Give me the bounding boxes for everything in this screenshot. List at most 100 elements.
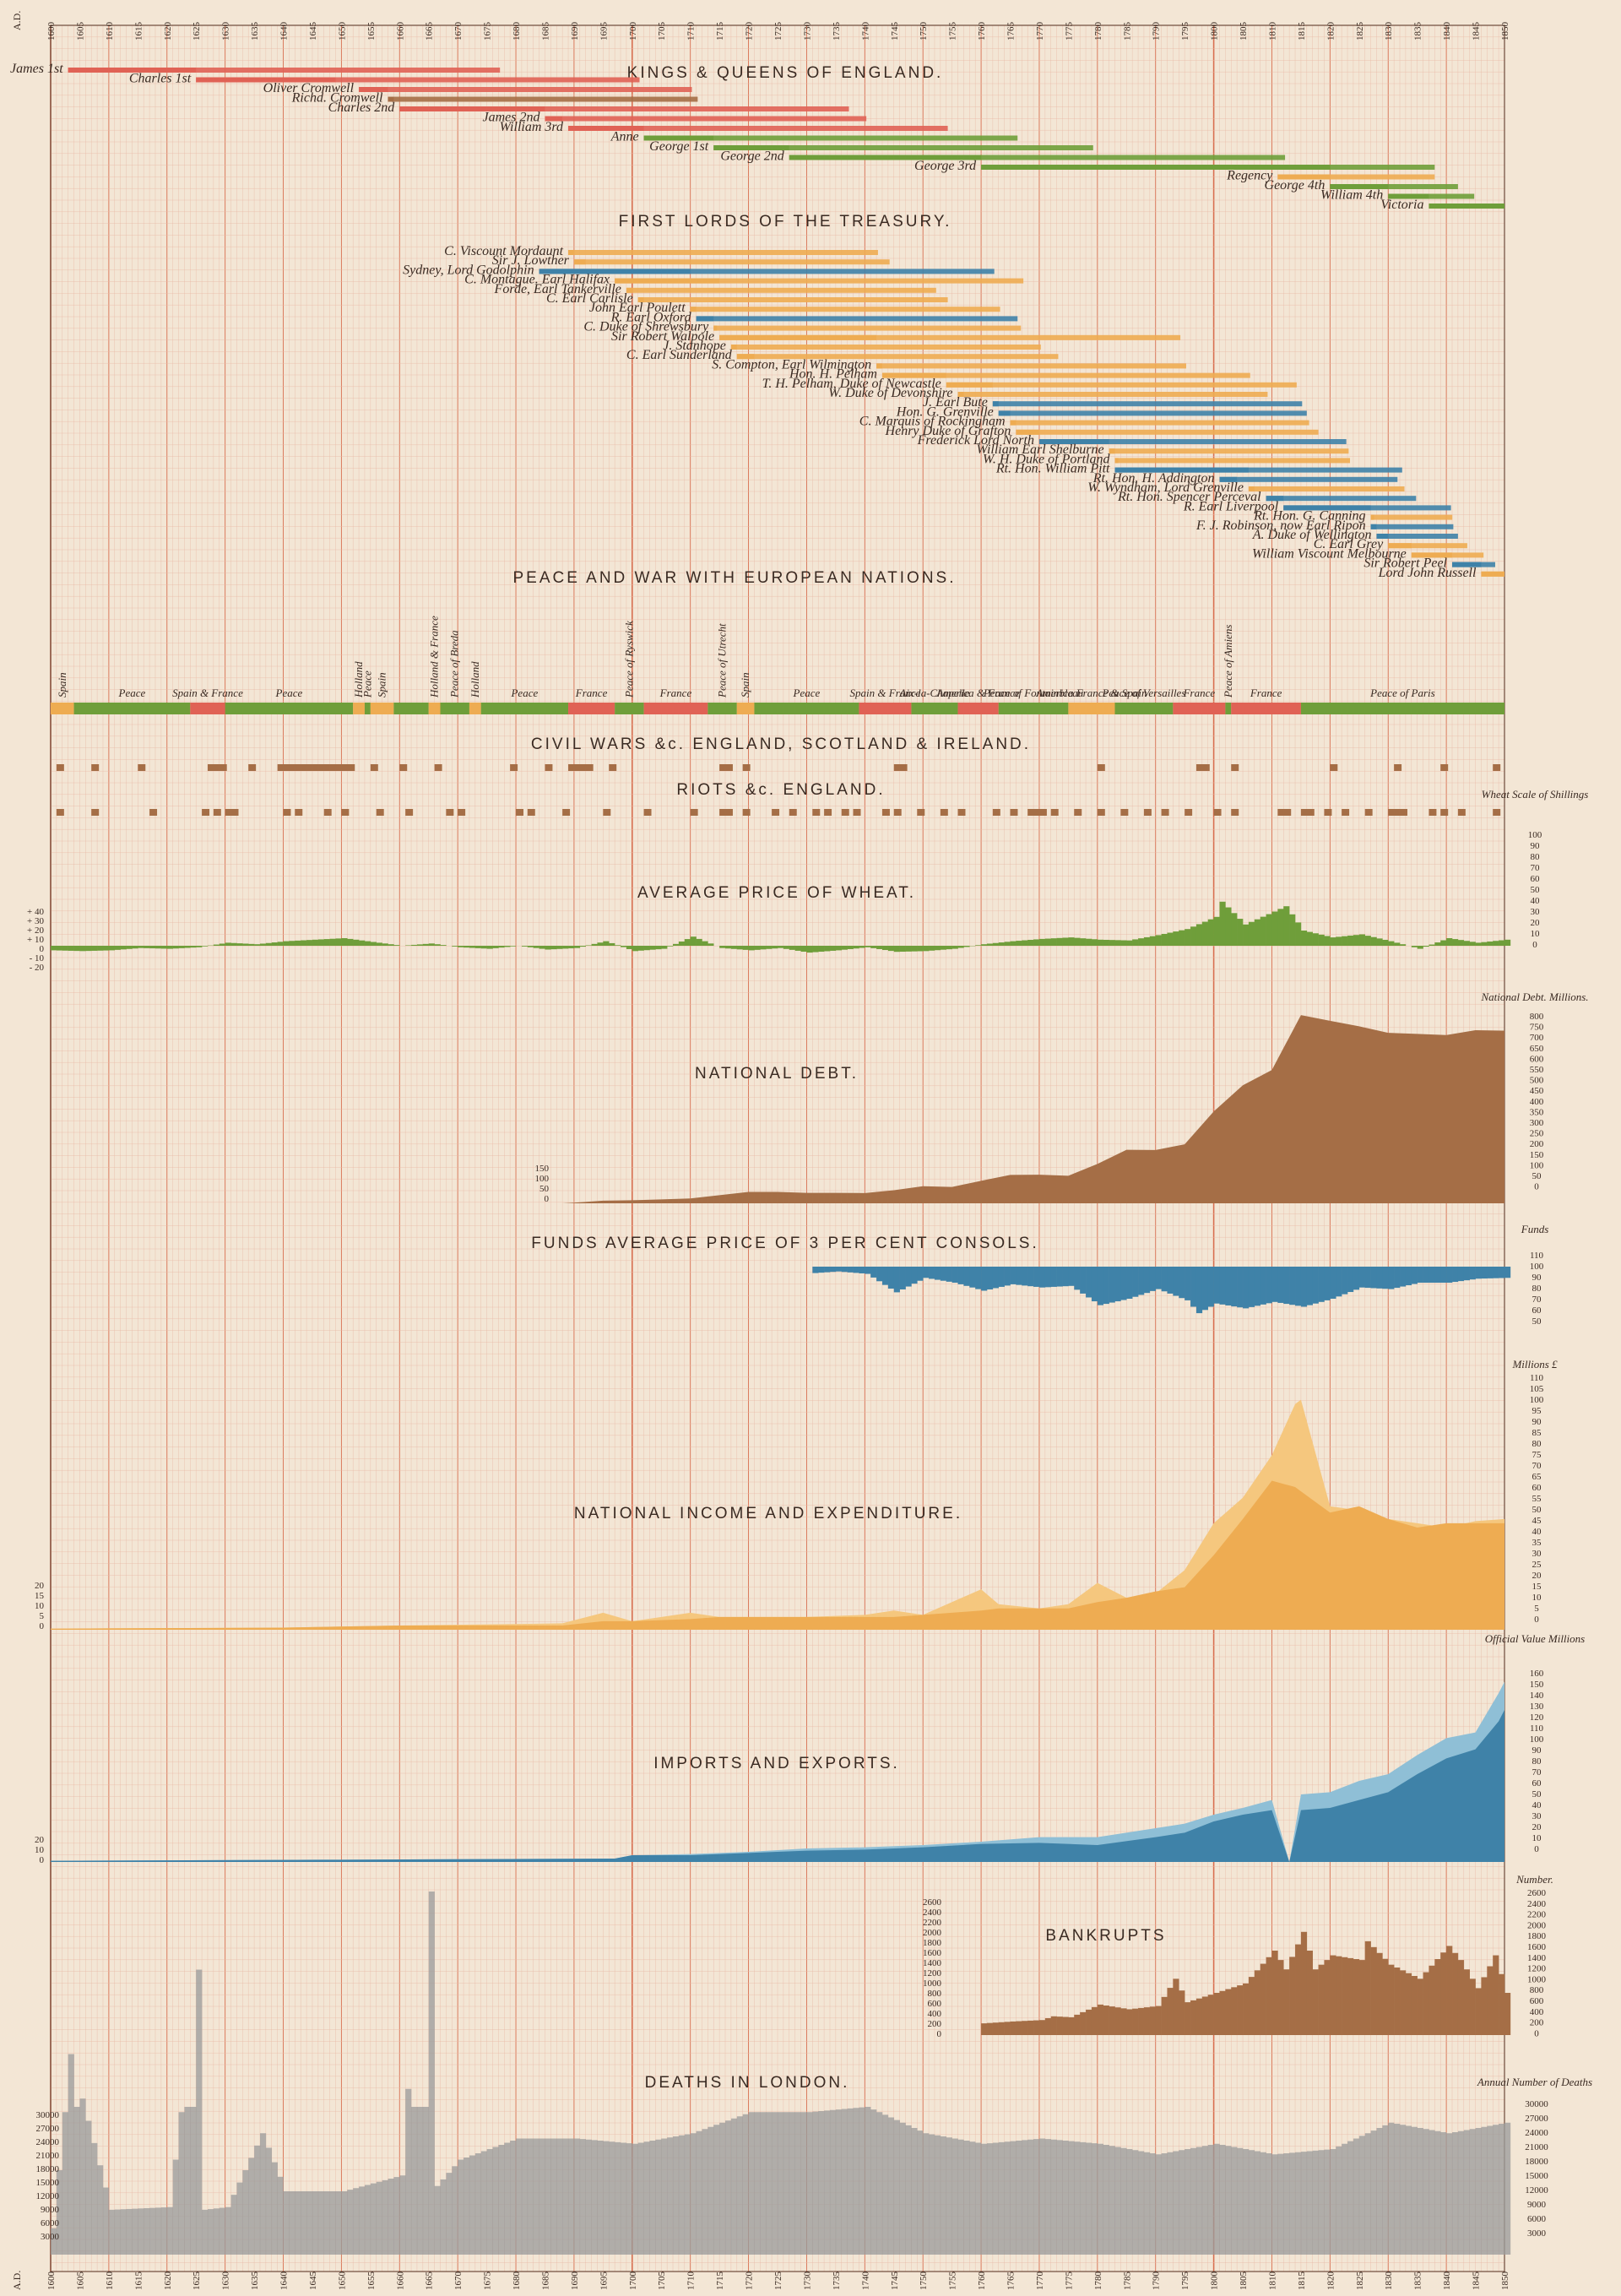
deaths-bar bbox=[1056, 2140, 1063, 2255]
consols-bar bbox=[1161, 1267, 1168, 1292]
top-year-tick: 1670 bbox=[453, 22, 464, 41]
deaths-bar bbox=[748, 2112, 755, 2255]
deaths-bar bbox=[1342, 2143, 1348, 2255]
data-bar bbox=[934, 946, 941, 951]
bankrupts-inset-tick: 800 bbox=[928, 1989, 942, 1999]
deaths-bar bbox=[678, 2135, 686, 2255]
consols-bar bbox=[951, 1267, 958, 1283]
debt-inset-tick: 150 bbox=[535, 1164, 550, 1174]
deaths-bar bbox=[794, 2112, 801, 2255]
data-bar bbox=[1132, 2008, 1139, 2035]
peace-war-label: Peace of Amiens bbox=[1222, 625, 1234, 698]
data-bar bbox=[789, 946, 795, 950]
data-bar bbox=[772, 946, 778, 949]
event-mark bbox=[458, 809, 466, 816]
reign-span bbox=[992, 401, 999, 407]
data-bar bbox=[1231, 1987, 1238, 2035]
event-mark bbox=[1033, 809, 1042, 816]
data-bar bbox=[1504, 1993, 1511, 2035]
consols-bar bbox=[1277, 1267, 1284, 1303]
event-mark bbox=[899, 764, 908, 771]
wheat-left-tick: - 10 bbox=[30, 953, 45, 963]
event-mark bbox=[917, 809, 925, 816]
deaths-bar bbox=[1452, 2132, 1459, 2255]
top-year-tick: 1705 bbox=[657, 22, 667, 41]
trade-inset-tick: 0 bbox=[40, 1855, 45, 1865]
deaths-bar bbox=[492, 2147, 499, 2255]
deaths-left-tick: 27000 bbox=[36, 2124, 60, 2134]
event-mark bbox=[1364, 809, 1373, 816]
data-bar bbox=[521, 946, 529, 947]
trade-area bbox=[51, 1710, 1504, 1862]
event-mark bbox=[376, 809, 384, 816]
consols-chart bbox=[812, 1267, 1511, 1314]
event-mark bbox=[1143, 809, 1152, 816]
consols-bar bbox=[1376, 1267, 1383, 1289]
deaths-bar bbox=[998, 2141, 1005, 2255]
event-mark bbox=[1027, 809, 1036, 816]
event-mark bbox=[323, 764, 332, 771]
data-bar bbox=[323, 939, 330, 946]
event-mark bbox=[341, 764, 350, 771]
data-bar bbox=[1312, 933, 1319, 946]
consols-bar bbox=[1103, 1267, 1109, 1305]
consols-bar bbox=[1370, 1267, 1377, 1289]
reign-span bbox=[388, 96, 394, 102]
data-bar bbox=[376, 942, 382, 946]
data-bar bbox=[1097, 2004, 1104, 2035]
trade-tick: 160 bbox=[1530, 1669, 1544, 1679]
debt-tick: 50 bbox=[1532, 1171, 1542, 1181]
data-bar bbox=[870, 946, 877, 948]
data-bar bbox=[562, 946, 569, 949]
debt-tick: 550 bbox=[1530, 1065, 1544, 1075]
deaths-bar bbox=[1457, 2130, 1465, 2255]
timeline-bar bbox=[1330, 184, 1458, 189]
data-bar bbox=[1155, 935, 1162, 946]
data-bar bbox=[615, 945, 621, 946]
deaths-bar bbox=[1080, 2141, 1087, 2255]
data-bar bbox=[480, 946, 487, 949]
consols-bar bbox=[1487, 1267, 1494, 1278]
data-bar bbox=[1149, 936, 1157, 946]
data-bar bbox=[184, 946, 191, 948]
data-bar bbox=[917, 946, 924, 952]
consols-bar bbox=[1207, 1267, 1214, 1307]
deaths-bar bbox=[1312, 2150, 1319, 2255]
data-bar bbox=[1353, 1959, 1360, 2035]
deaths-right-tick: 6000 bbox=[1527, 2214, 1547, 2224]
civil-wars-title: CIVIL WARS &c. ENGLAND, SCOTLAND & IRELA… bbox=[531, 735, 1031, 753]
data-bar bbox=[1347, 935, 1354, 946]
reign-span bbox=[981, 165, 1331, 170]
data-bar bbox=[1219, 1990, 1226, 2035]
data-bar bbox=[1400, 1970, 1407, 2035]
deaths-bar bbox=[126, 2208, 133, 2255]
wheat-left-tick: + 30 bbox=[27, 916, 44, 926]
deaths-bar bbox=[335, 2191, 342, 2255]
reign-span bbox=[196, 77, 336, 83]
deaths-right-tick: 12000 bbox=[1525, 2185, 1548, 2196]
bottom-year-tick: 1600 bbox=[46, 2272, 57, 2291]
trade-tick: 140 bbox=[1530, 1691, 1544, 1701]
deaths-bar bbox=[806, 2112, 813, 2255]
data-bar bbox=[341, 938, 348, 946]
peace-war-period bbox=[440, 703, 469, 714]
data-bar bbox=[690, 936, 697, 946]
timeline-label: Rt. Hon. William Pitt bbox=[995, 462, 1110, 476]
wheat-left-tick: - 20 bbox=[30, 963, 45, 973]
event-mark bbox=[1394, 809, 1402, 816]
consols-bar bbox=[1033, 1267, 1040, 1287]
trade-tick: 130 bbox=[1530, 1702, 1544, 1712]
data-bar bbox=[1103, 2006, 1109, 2035]
deaths-bar bbox=[295, 2191, 301, 2255]
deaths-bar bbox=[1388, 2122, 1395, 2255]
data-bar bbox=[295, 940, 301, 946]
event-mark bbox=[56, 809, 64, 816]
data-bar bbox=[353, 939, 360, 946]
data-bar bbox=[1260, 1963, 1266, 2035]
consols-bar bbox=[1289, 1267, 1296, 1305]
data-bar bbox=[1022, 2021, 1028, 2035]
debt-tick: 450 bbox=[1530, 1086, 1544, 1096]
event-mark bbox=[225, 809, 233, 816]
peace-war-label: Peace bbox=[793, 687, 821, 699]
